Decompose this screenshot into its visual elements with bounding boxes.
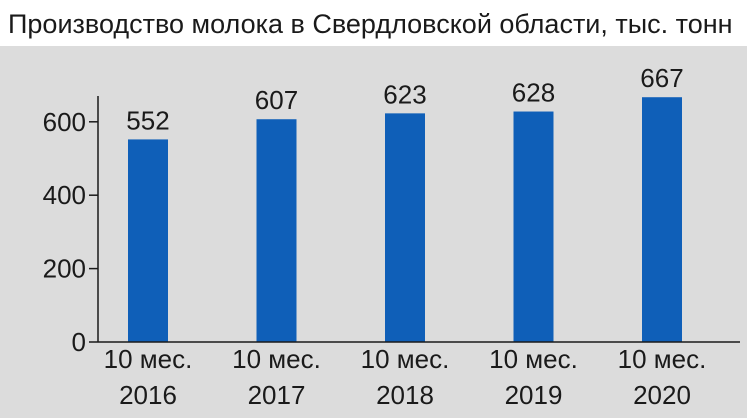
x-category-label: 2020: [633, 380, 691, 410]
y-tick-label: 600: [43, 107, 86, 137]
bar: [128, 139, 168, 342]
title-strip-background: [0, 0, 747, 46]
x-category-label: 10 мес.: [489, 344, 578, 374]
x-category-label: 10 мес.: [232, 344, 321, 374]
x-axis-labels: 10 мес. 2016 10 мес. 2017 10 мес. 2018 10 мес.…: [104, 344, 707, 410]
y-tick-label: 200: [43, 254, 86, 284]
value-labels: 552 607 623 628 667: [126, 63, 683, 135]
bar-value-label: 607: [255, 85, 298, 115]
x-category-label: 2018: [376, 380, 434, 410]
x-category-label: 10 мес.: [104, 344, 193, 374]
x-category-label: 2017: [248, 380, 306, 410]
bar-value-label: 623: [383, 79, 426, 109]
bar-value-label: 667: [640, 63, 683, 93]
bar: [642, 97, 682, 342]
x-category-label: 10 мес.: [361, 344, 450, 374]
bar: [385, 113, 425, 342]
y-tick-label: 0: [72, 327, 86, 357]
chart-title: Производство молока в Свердловской облас…: [8, 9, 733, 39]
x-category-label: 2016: [119, 380, 177, 410]
bar: [256, 119, 297, 342]
bar-value-label: 628: [512, 78, 555, 108]
x-category-label: 2019: [505, 380, 563, 410]
y-axis-ticks: 0 200 400 600: [43, 107, 98, 357]
bar: [513, 111, 554, 342]
bar-value-label: 552: [126, 105, 169, 135]
bars: [128, 97, 682, 342]
y-tick-label: 400: [43, 180, 86, 210]
x-category-label: 10 мес.: [618, 344, 707, 374]
